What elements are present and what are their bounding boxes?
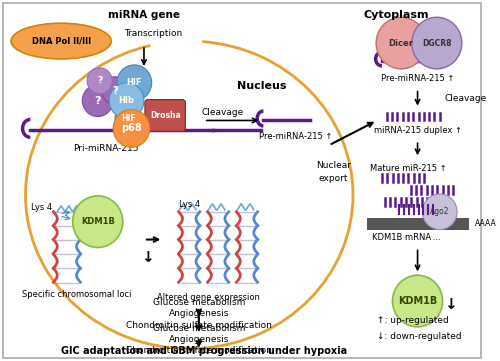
Circle shape <box>422 194 457 230</box>
Text: AAAA: AAAA <box>476 219 497 228</box>
Text: Cleavage: Cleavage <box>444 94 487 103</box>
Text: Mature miR-215 ↑: Mature miR-215 ↑ <box>370 164 446 173</box>
Text: DNA Pol II/III: DNA Pol II/III <box>32 36 90 45</box>
Text: ?: ? <box>97 76 102 85</box>
Circle shape <box>82 85 113 117</box>
Text: ?: ? <box>94 96 101 106</box>
Text: KDM1B: KDM1B <box>398 296 437 306</box>
Text: Cleavage: Cleavage <box>202 108 244 117</box>
Text: Angiogenesis: Angiogenesis <box>168 309 229 318</box>
Text: miRNA-215 duplex ↑: miRNA-215 duplex ↑ <box>374 126 462 135</box>
Text: Altered gene expression: Altered gene expression <box>157 293 260 301</box>
Text: ↓: ↓ <box>142 250 154 265</box>
Circle shape <box>102 77 128 105</box>
Text: Chondroitin sulfate modification: Chondroitin sulfate modification <box>126 321 272 330</box>
Circle shape <box>412 17 462 69</box>
Text: Specific chromosomal loci: Specific chromosomal loci <box>22 290 132 299</box>
Text: Pre-miRNA-215 ↑: Pre-miRNA-215 ↑ <box>258 132 332 141</box>
Text: Transcription: Transcription <box>124 29 182 38</box>
Text: Drosha: Drosha <box>150 111 180 120</box>
Text: Angiogenesis: Angiogenesis <box>168 335 229 344</box>
Text: HIF: HIF <box>121 114 136 123</box>
Text: Glucose metabolism: Glucose metabolism <box>152 297 245 306</box>
Text: Nuclear: Nuclear <box>316 161 351 170</box>
Circle shape <box>376 17 426 69</box>
Text: HIb: HIb <box>118 96 134 105</box>
Bar <box>368 218 468 230</box>
Text: KDM1B: KDM1B <box>81 217 114 226</box>
Text: ?: ? <box>112 86 118 96</box>
Text: p68: p68 <box>121 123 142 134</box>
Text: Glucose metabolism: Glucose metabolism <box>152 324 245 333</box>
Text: Lys 4: Lys 4 <box>178 200 200 209</box>
Text: Dicer: Dicer <box>388 39 413 48</box>
FancyBboxPatch shape <box>145 100 186 131</box>
Text: GIC adaptation and GBM progression under hypoxia: GIC adaptation and GBM progression under… <box>60 346 347 356</box>
Text: export: export <box>319 174 348 183</box>
Text: ↓: ↓ <box>444 296 456 312</box>
Text: ↓: down-regulated: ↓: down-regulated <box>377 332 462 341</box>
Text: Nucleus: Nucleus <box>236 81 286 91</box>
Ellipse shape <box>11 23 111 59</box>
Circle shape <box>87 68 112 93</box>
Text: HIF: HIF <box>126 78 142 87</box>
Text: KDM1B mRNA ...: KDM1B mRNA ... <box>372 233 440 242</box>
Text: miRNA gene: miRNA gene <box>108 10 180 20</box>
Text: Lys 4: Lys 4 <box>32 203 52 212</box>
Circle shape <box>392 275 442 327</box>
Circle shape <box>115 105 142 132</box>
Circle shape <box>110 83 144 118</box>
Circle shape <box>117 65 152 101</box>
Text: DGCR8: DGCR8 <box>422 39 452 48</box>
Text: Pre-miRNA-215 ↑: Pre-miRNA-215 ↑ <box>381 74 454 83</box>
Text: Ago2: Ago2 <box>430 207 450 216</box>
Text: ↑: up-regulated: ↑: up-regulated <box>377 316 449 325</box>
Text: Chondroitin sulfate modification: Chondroitin sulfate modification <box>126 346 272 355</box>
Circle shape <box>72 196 123 248</box>
Circle shape <box>113 109 150 147</box>
Text: Cytoplasm: Cytoplasm <box>364 10 429 20</box>
Text: Pri-miRNA-215: Pri-miRNA-215 <box>72 144 138 153</box>
